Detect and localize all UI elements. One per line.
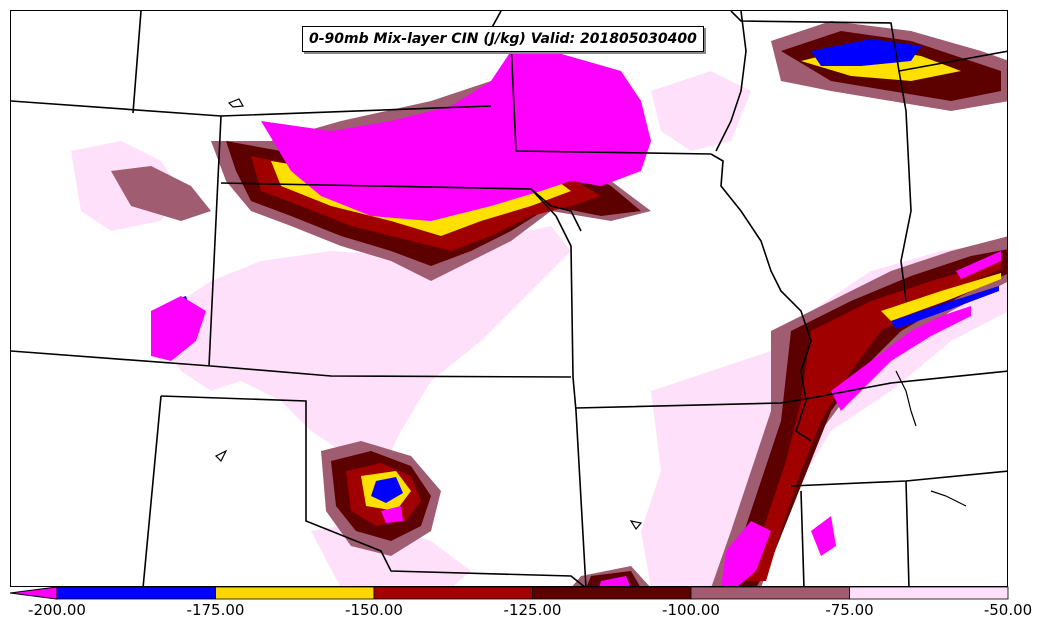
colorbar-tick-label: -75.00 — [825, 601, 874, 619]
cin-shading-magenta — [151, 51, 1001, 586]
colorbar-segment — [690, 586, 850, 600]
colorbar-extension-below — [9, 586, 58, 600]
map-title: 0-90mb Mix-layer CIN (J/kg) Valid: 20180… — [302, 26, 704, 52]
colorbar-segment — [849, 586, 1009, 600]
colorbar-tick-label: -125.00 — [503, 601, 562, 619]
colorbar-segment — [373, 586, 533, 600]
colorbar-segment — [532, 586, 692, 600]
lake-outlines — [214, 98, 967, 531]
state-borders — [11, 11, 1007, 586]
map-frame: 0-90mb Mix-layer CIN (J/kg) Valid: 20180… — [10, 10, 1008, 587]
colorbar-tick-label: -50.00 — [983, 601, 1033, 619]
colorbar-tick-label: -175.00 — [186, 601, 245, 619]
cin-map — [11, 11, 1007, 586]
colorbar-tick-label: -200.00 — [28, 601, 86, 619]
colorbar-tick-label: -100.00 — [662, 601, 720, 619]
colorbar-segment — [56, 586, 216, 600]
colorbar-segment — [215, 586, 375, 600]
colorbar-tick-label: -150.00 — [345, 601, 403, 619]
colorbar — [9, 586, 1009, 600]
